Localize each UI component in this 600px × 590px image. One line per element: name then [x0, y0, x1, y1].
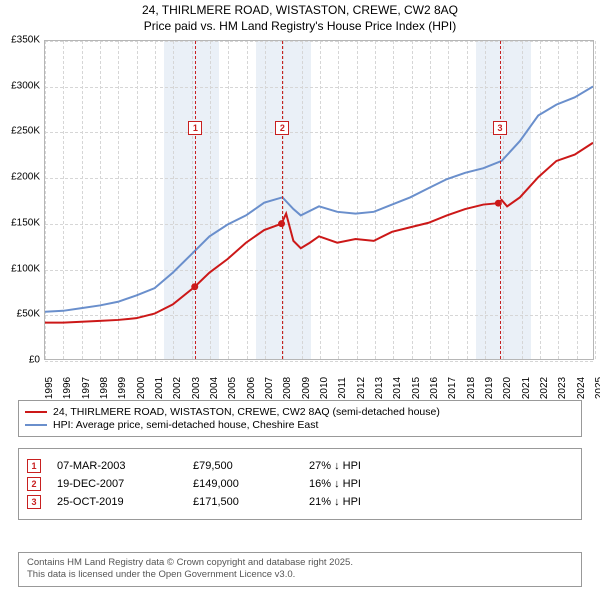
legend-label: HPI: Average price, semi-detached house,…	[53, 419, 318, 431]
chart-area: £0£50K£100K£150K£200K£250K£300K£350K 123…	[2, 40, 598, 390]
legend: 24, THIRLMERE ROAD, WISTASTON, CREWE, CW…	[18, 400, 582, 437]
row-hpi: 16% ↓ HPI	[309, 478, 429, 490]
marker-box: 2	[275, 121, 289, 135]
row-date: 07-MAR-2003	[57, 460, 177, 472]
x-tick-label: 2015	[411, 377, 422, 399]
x-tick-label: 1996	[62, 377, 73, 399]
title-line-2: Price paid vs. HM Land Registry's House …	[0, 18, 600, 34]
x-tick-label: 1998	[99, 377, 110, 399]
x-tick-label: 2014	[392, 377, 403, 399]
marker-box: 1	[188, 121, 202, 135]
legend-item: HPI: Average price, semi-detached house,…	[25, 419, 575, 431]
x-axis-ticks: 1995199619971998199920002001200220032004…	[44, 362, 594, 392]
y-tick-label: £200K	[11, 172, 40, 183]
x-tick-label: 1997	[81, 377, 92, 399]
series-svg	[45, 41, 593, 359]
y-tick-label: £100K	[11, 263, 40, 274]
x-tick-label: 2025	[594, 377, 600, 399]
x-tick-label: 2024	[576, 377, 587, 399]
legend-item: 24, THIRLMERE ROAD, WISTASTON, CREWE, CW…	[25, 406, 575, 418]
x-tick-label: 2010	[319, 377, 330, 399]
x-tick-label: 2008	[282, 377, 293, 399]
title-line-1: 24, THIRLMERE ROAD, WISTASTON, CREWE, CW…	[0, 2, 600, 18]
x-tick-label: 2005	[227, 377, 238, 399]
x-tick-label: 2019	[484, 377, 495, 399]
row-marker: 1	[27, 459, 41, 473]
table-row: 3 25-OCT-2019 £171,500 21% ↓ HPI	[27, 495, 573, 509]
y-tick-label: £50K	[17, 309, 40, 320]
plot-area: 1 2 3	[44, 40, 594, 360]
y-tick-label: £250K	[11, 126, 40, 137]
gridline-v	[595, 41, 596, 359]
x-tick-label: 2022	[539, 377, 550, 399]
x-tick-label: 2017	[447, 377, 458, 399]
x-tick-label: 1995	[44, 377, 55, 399]
chart-title: 24, THIRLMERE ROAD, WISTASTON, CREWE, CW…	[0, 0, 600, 34]
x-tick-label: 2016	[429, 377, 440, 399]
attribution-footer: Contains HM Land Registry data © Crown c…	[18, 552, 582, 587]
sale-table: 1 07-MAR-2003 £79,500 27% ↓ HPI 2 19-DEC-2007…	[18, 448, 582, 520]
chart-container: 24, THIRLMERE ROAD, WISTASTON, CREWE, CW…	[0, 0, 600, 590]
row-marker: 3	[27, 495, 41, 509]
x-tick-label: 2011	[337, 377, 348, 399]
x-tick-label: 2013	[374, 377, 385, 399]
row-price: £171,500	[193, 496, 293, 508]
row-price: £149,000	[193, 478, 293, 490]
x-tick-label: 2009	[301, 377, 312, 399]
row-hpi: 21% ↓ HPI	[309, 496, 429, 508]
marker-line	[282, 41, 283, 359]
x-tick-label: 2020	[502, 377, 513, 399]
footer-line-2: This data is licensed under the Open Gov…	[27, 569, 573, 581]
footer-line-1: Contains HM Land Registry data © Crown c…	[27, 557, 573, 569]
marker-line	[195, 41, 196, 359]
marker-line	[500, 41, 501, 359]
y-axis-ticks: £0£50K£100K£150K£200K£250K£300K£350K	[2, 40, 44, 360]
y-tick-label: £350K	[11, 35, 40, 46]
series-property	[45, 143, 593, 323]
x-tick-label: 1999	[117, 377, 128, 399]
marker-box: 3	[493, 121, 507, 135]
legend-swatch	[25, 424, 47, 426]
row-marker: 2	[27, 477, 41, 491]
table-row: 2 19-DEC-2007 £149,000 16% ↓ HPI	[27, 477, 573, 491]
y-tick-label: £300K	[11, 80, 40, 91]
series-hpi	[45, 86, 593, 311]
x-tick-label: 2003	[191, 377, 202, 399]
x-tick-label: 2021	[521, 377, 532, 399]
x-tick-label: 2012	[356, 377, 367, 399]
x-tick-label: 2001	[154, 377, 165, 399]
row-date: 19-DEC-2007	[57, 478, 177, 490]
x-tick-label: 2018	[466, 377, 477, 399]
row-date: 25-OCT-2019	[57, 496, 177, 508]
x-tick-label: 2004	[209, 377, 220, 399]
y-tick-label: £150K	[11, 217, 40, 228]
legend-label: 24, THIRLMERE ROAD, WISTASTON, CREWE, CW…	[53, 406, 440, 418]
x-tick-label: 2002	[172, 377, 183, 399]
row-hpi: 27% ↓ HPI	[309, 460, 429, 472]
x-tick-label: 2006	[246, 377, 257, 399]
row-price: £79,500	[193, 460, 293, 472]
x-tick-label: 2000	[136, 377, 147, 399]
x-tick-label: 2023	[557, 377, 568, 399]
legend-swatch	[25, 411, 47, 413]
y-tick-label: £0	[29, 355, 40, 366]
x-tick-label: 2007	[264, 377, 275, 399]
table-row: 1 07-MAR-2003 £79,500 27% ↓ HPI	[27, 459, 573, 473]
